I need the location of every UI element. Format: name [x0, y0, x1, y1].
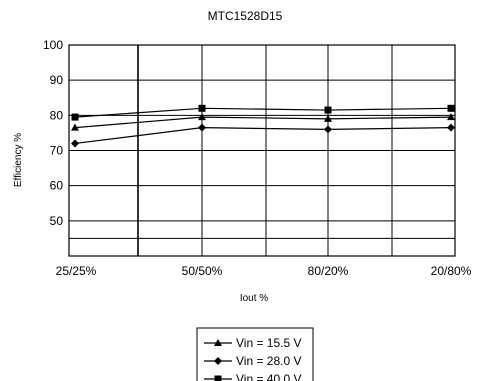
data-point-square — [198, 104, 206, 112]
series-line — [74, 107, 452, 118]
plot-frame — [68, 44, 456, 257]
legend-item: Vin = 40.0 V — [204, 372, 302, 381]
x-tick-label: 25/25% — [56, 264, 97, 278]
grid-lines — [69, 44, 455, 256]
data-point-triangle — [324, 114, 332, 122]
data-point-diamond — [198, 123, 206, 132]
legend-item: Vin = 28.0 V — [204, 354, 302, 368]
series-line — [74, 116, 452, 129]
series-diamond — [71, 123, 455, 148]
data-point-diamond — [71, 139, 79, 148]
y-axis-label: Efficiency % — [13, 133, 24, 187]
chart-title: MTC1528D15 — [208, 9, 283, 23]
legend-label: Vin = 15.5 V — [236, 336, 302, 350]
legend-item: Vin = 15.5 V — [204, 336, 302, 350]
data-point-triangle — [71, 123, 79, 131]
data-point-diamond — [447, 123, 455, 132]
y-tick-label: 50 — [50, 214, 64, 228]
series-square — [71, 104, 455, 121]
y-tick-label: 80 — [50, 108, 64, 122]
legend-box — [196, 327, 314, 381]
legend-label: Vin = 28.0 V — [236, 354, 302, 368]
data-point-triangle — [447, 113, 455, 121]
x-axis-label: Iout % — [240, 293, 268, 304]
series-line — [74, 127, 452, 145]
x-tick-label: 20/80% — [431, 264, 472, 278]
data-point-triangle — [214, 339, 222, 346]
legend: Vin = 15.5 V Vin = 28.0 V Vin = 40.0 V — [196, 327, 314, 381]
y-tick-label: 90 — [50, 73, 64, 87]
y-tick-labels: 50 60 70 80 90 100 — [43, 38, 63, 228]
data-point-square — [71, 113, 79, 121]
data-point-diamond — [214, 357, 222, 365]
series-triangle — [71, 113, 455, 131]
legend-label: Vin = 40.0 V — [236, 372, 302, 381]
x-tick-labels: 25/25% 50/50% 80/20% 20/80% — [56, 264, 472, 278]
y-tick-label: 60 — [50, 179, 64, 193]
data-point-diamond — [324, 125, 332, 134]
y-tick-label: 70 — [50, 144, 64, 158]
data-point-square — [324, 106, 332, 114]
data-point-triangle — [198, 113, 206, 121]
y-tick-label: 100 — [43, 38, 63, 52]
series-lines — [71, 104, 455, 148]
x-tick-label: 80/20% — [308, 264, 349, 278]
data-point-square — [214, 375, 222, 381]
data-point-square — [447, 104, 455, 112]
x-tick-label: 50/50% — [182, 264, 223, 278]
